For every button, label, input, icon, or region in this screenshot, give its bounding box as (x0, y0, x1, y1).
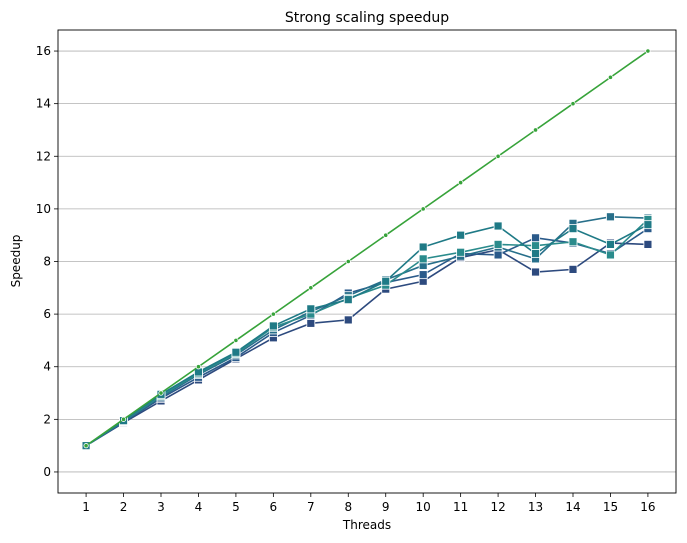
data-point (306, 318, 316, 328)
x-tick-label: 16 (640, 500, 655, 514)
x-tick-label: 8 (344, 500, 352, 514)
series-line (85, 50, 649, 447)
data-point (233, 337, 239, 344)
y-axis: 0 2 4 6 8 10 12 14 16 (36, 44, 58, 479)
data-point (645, 48, 651, 54)
data-point (495, 153, 501, 159)
data-point (456, 247, 466, 257)
data-point (643, 240, 653, 249)
chart-title: Strong scaling speedup (285, 10, 449, 26)
x-tick-label: 6 (270, 500, 278, 514)
data-point (568, 264, 578, 274)
x-tick-label: 5 (232, 500, 240, 514)
x-tick-label: 14 (565, 500, 580, 514)
y-axis-label: Speedup (9, 235, 23, 288)
data-point (606, 240, 615, 249)
y-tick-label: 4 (43, 360, 51, 374)
data-point (493, 240, 503, 249)
data-point (418, 254, 428, 264)
x-tick-label: 9 (382, 500, 390, 514)
data-point (458, 179, 464, 186)
x-tick-label: 10 (416, 500, 431, 514)
data-point (345, 258, 351, 265)
data-point (493, 250, 503, 260)
data-point (120, 416, 127, 422)
x-tick-label: 7 (307, 500, 315, 514)
data-point (531, 267, 540, 277)
x-tick-label: 11 (453, 500, 468, 514)
data-point (606, 250, 615, 260)
data-point (570, 101, 576, 107)
data-point (568, 224, 578, 234)
data-point (268, 321, 278, 331)
y-tick-label: 6 (43, 307, 51, 321)
data-point (383, 232, 389, 238)
data-point (83, 443, 89, 449)
data-point (607, 74, 614, 80)
series-6 (83, 48, 651, 449)
data-point (531, 233, 540, 243)
y-tick-label: 8 (43, 255, 51, 269)
data-point (532, 127, 539, 133)
series-line (85, 223, 649, 447)
data-point (231, 347, 241, 357)
y-tick-label: 0 (43, 465, 51, 479)
data-point (381, 276, 391, 286)
data-point (418, 270, 428, 280)
y-tick-label: 2 (43, 412, 51, 426)
data-point (420, 206, 426, 212)
data-point (493, 221, 503, 231)
series-layer (81, 48, 653, 451)
data-point (195, 364, 202, 370)
x-tick-label: 2 (120, 500, 128, 514)
data-point (531, 249, 540, 259)
series-line (85, 242, 648, 447)
data-point (568, 237, 578, 247)
y-tick-label: 16 (36, 44, 51, 58)
data-point (343, 295, 353, 305)
series-line (85, 218, 649, 447)
data-point (158, 390, 164, 396)
data-point (308, 285, 314, 291)
x-tick-label: 15 (603, 500, 618, 514)
x-tick-label: 1 (82, 500, 90, 514)
data-point (606, 212, 615, 222)
y-tick-label: 14 (36, 97, 51, 111)
x-axis-label: Threads (342, 518, 391, 532)
data-point (306, 304, 316, 314)
x-tick-label: 3 (157, 500, 165, 514)
data-point (643, 220, 653, 230)
y-tick-label: 12 (36, 149, 51, 163)
data-point (456, 230, 466, 240)
x-axis: 1 2 3 4 5 6 7 8 9 10 11 12 13 14 15 16 (82, 493, 656, 514)
x-tick-label: 13 (528, 500, 543, 514)
x-tick-label: 4 (195, 500, 203, 514)
gridlines (58, 50, 676, 473)
data-point (418, 242, 428, 252)
x-tick-label: 12 (490, 500, 505, 514)
data-point (270, 311, 276, 317)
data-point (343, 315, 353, 325)
y-tick-label: 10 (36, 202, 51, 216)
data-point (531, 241, 540, 251)
